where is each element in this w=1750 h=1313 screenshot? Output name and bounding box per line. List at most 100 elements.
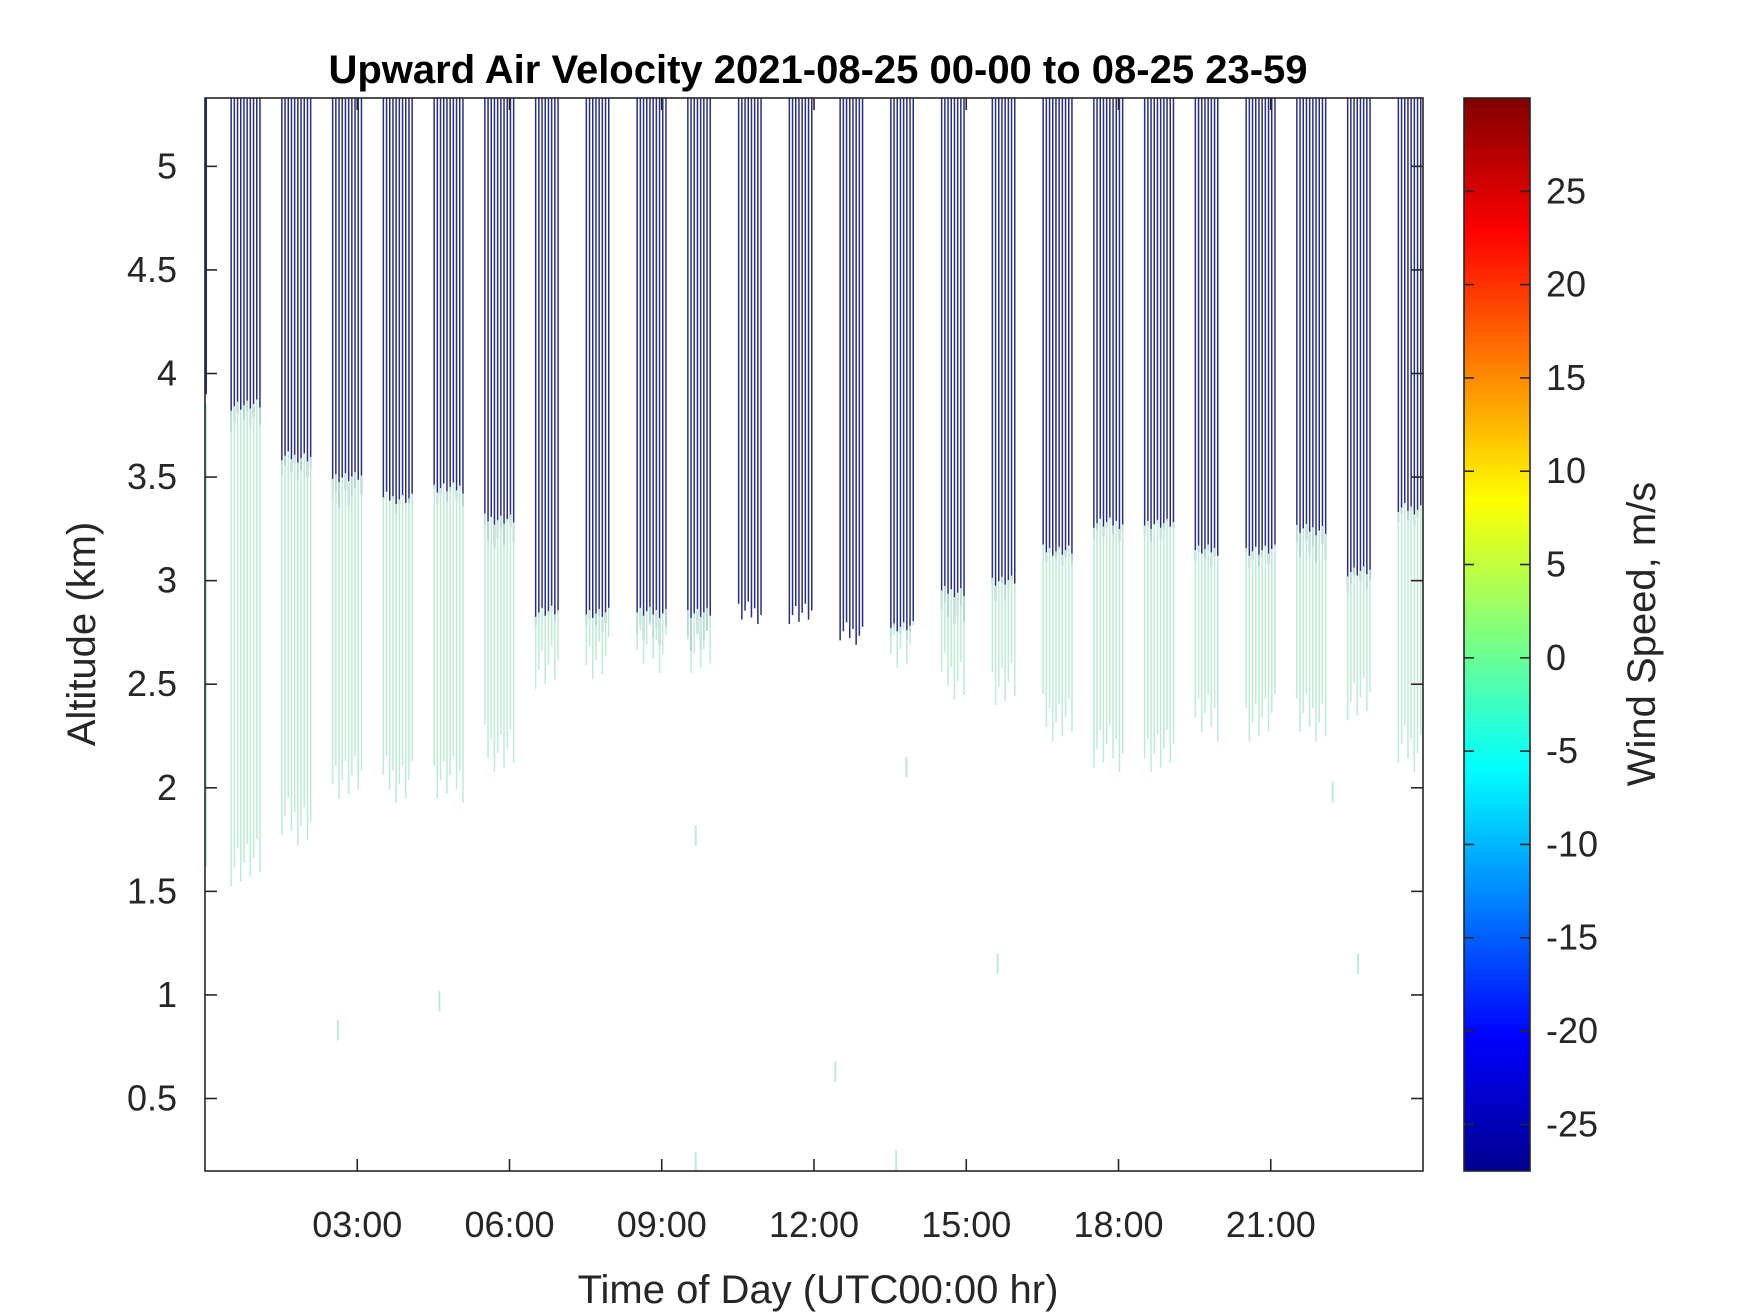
colorbar-tick-label: 10 <box>1546 450 1586 491</box>
near-zero-profile-line <box>1042 544 1044 695</box>
near-zero-profile-line <box>1058 546 1060 704</box>
downward-profile-line <box>398 98 401 506</box>
downward-profile-line <box>493 98 496 548</box>
near-zero-profile-line <box>360 475 363 771</box>
near-zero-profile-line <box>646 611 648 645</box>
downward-profile-line <box>487 98 489 541</box>
downward-profile-line <box>436 98 439 504</box>
downward-profile-line <box>893 98 895 627</box>
near-zero-profile-line <box>1318 530 1320 723</box>
downward-profile-line <box>1201 98 1203 568</box>
downward-profile-line <box>909 98 911 632</box>
near-zero-profile-line <box>554 614 556 680</box>
near-zero-profile-line <box>1052 555 1054 742</box>
near-zero-profile-line <box>1096 523 1098 749</box>
near-zero-profile-line <box>709 615 711 664</box>
near-zero-profile-line <box>902 622 905 631</box>
downward-profile-line <box>906 98 908 641</box>
isolated-point <box>996 953 999 975</box>
downward-profile-line <box>788 98 791 625</box>
near-zero-profile-line <box>1102 526 1105 763</box>
near-zero-profile-line <box>604 612 607 656</box>
near-zero-profile-line <box>236 401 239 849</box>
downward-profile-line <box>1271 98 1273 555</box>
near-zero-profile-line <box>1150 528 1152 773</box>
downward-profile-line <box>1369 98 1371 580</box>
downward-profile-line <box>1346 98 1349 594</box>
near-zero-profile-line <box>1004 584 1006 701</box>
downward-profile-line <box>557 98 559 613</box>
near-zero-profile-line <box>1245 547 1247 709</box>
downward-profile-line <box>658 98 661 645</box>
downward-profile-line <box>462 98 464 507</box>
downward-profile-line <box>401 98 404 497</box>
downward-profile-line <box>205 98 207 395</box>
downward-profile-line <box>902 98 905 625</box>
downward-profile-line <box>753 98 756 609</box>
near-zero-profile-line <box>357 479 359 790</box>
downward-profile-line <box>360 98 363 495</box>
downward-profile-line <box>259 98 261 425</box>
downward-profile-line <box>960 98 962 607</box>
downward-profile-line <box>804 98 807 604</box>
downward-profile-line <box>1099 98 1101 521</box>
near-zero-profile-line <box>1258 554 1260 737</box>
profile-burst <box>433 98 464 804</box>
near-zero-profile-line <box>1350 572 1352 702</box>
y-axis: 0.5 1 1.5 2 2.5 3 3.5 4 4.5 5 <box>127 145 1423 1119</box>
downward-profile-line <box>1045 98 1048 562</box>
near-zero-profile-line <box>1353 567 1355 683</box>
downward-profile-line <box>1147 98 1149 526</box>
downward-profile-line <box>459 98 461 491</box>
near-zero-profile-line <box>1213 547 1216 709</box>
near-zero-profile-line <box>696 608 699 636</box>
near-zero-profile-line <box>550 606 553 647</box>
near-zero-profile-line <box>665 608 667 636</box>
near-zero-profile-line <box>1210 552 1213 728</box>
downward-profile-line <box>550 98 553 606</box>
near-zero-profile-line <box>649 606 651 626</box>
downward-profile-line <box>1410 98 1412 511</box>
near-zero-profile-line <box>252 404 255 858</box>
downward-profile-line <box>1261 98 1263 557</box>
downward-profile-line <box>1213 98 1216 557</box>
near-zero-profile-line <box>534 616 537 689</box>
downward-profile-line <box>706 98 708 631</box>
near-zero-profile-line <box>1166 518 1168 730</box>
near-zero-profile-line <box>284 455 286 817</box>
downward-profile-line <box>1093 98 1095 539</box>
near-zero-profile-line <box>652 614 654 659</box>
profile-burst <box>281 98 312 845</box>
y-axis-title: Altitude (km) <box>60 522 104 747</box>
near-zero-profile-line <box>1207 544 1209 695</box>
colorbar: 25 20 15 10 5 0 -5 -10 -15 -20 -25 <box>1463 97 1598 1172</box>
near-zero-profile-line <box>598 608 600 642</box>
near-zero-profile-line <box>1071 553 1073 732</box>
near-zero-profile-line <box>395 504 397 804</box>
colorbar-tick-label: -15 <box>1546 917 1598 958</box>
near-zero-profile-line <box>658 617 661 673</box>
near-zero-profile-line <box>947 593 949 686</box>
profile-burst <box>687 98 711 673</box>
near-zero-profile-line <box>1410 506 1412 740</box>
downward-profile-line <box>512 98 515 543</box>
near-zero-profile-line <box>1305 523 1308 695</box>
near-zero-profile-line <box>1112 525 1114 759</box>
downward-profile-line <box>347 98 350 506</box>
downward-profile-line <box>1312 98 1314 547</box>
near-zero-profile-line <box>608 607 610 637</box>
downward-profile-line <box>798 98 800 622</box>
near-zero-profile-line <box>408 498 410 780</box>
near-zero-profile-line <box>1048 547 1051 709</box>
downward-profile-line <box>953 98 956 625</box>
near-zero-profile-line <box>398 499 401 785</box>
downward-profile-line <box>449 98 451 493</box>
colorbar-frame <box>1463 97 1531 1172</box>
near-zero-profile-line <box>1271 549 1273 713</box>
near-zero-profile-line <box>1362 566 1365 679</box>
near-zero-profile-line <box>1121 524 1124 754</box>
profile-burst <box>940 98 965 700</box>
near-zero-profile-line <box>547 611 550 666</box>
near-zero-profile-line <box>509 514 512 730</box>
